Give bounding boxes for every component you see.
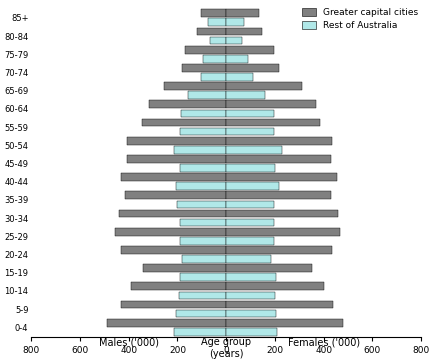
Bar — [201, 9, 226, 17]
Bar — [119, 209, 226, 217]
Bar — [226, 164, 275, 172]
Bar — [226, 19, 244, 26]
Bar — [226, 128, 274, 135]
Bar — [174, 146, 226, 154]
Bar — [226, 110, 274, 117]
Bar — [180, 237, 226, 245]
Bar — [226, 246, 332, 254]
Bar — [115, 228, 226, 236]
Bar — [180, 219, 226, 227]
Bar — [188, 91, 226, 99]
Bar — [226, 64, 279, 72]
Bar — [226, 155, 331, 163]
Bar — [226, 9, 259, 17]
Bar — [176, 310, 226, 317]
Bar — [226, 137, 332, 144]
Bar — [180, 273, 226, 281]
Bar — [201, 73, 226, 81]
Bar — [179, 291, 226, 299]
Bar — [180, 164, 226, 172]
Bar — [174, 328, 226, 336]
Bar — [107, 319, 226, 327]
Bar — [226, 37, 242, 44]
Bar — [226, 146, 282, 154]
Bar — [226, 301, 333, 308]
Bar — [226, 228, 339, 236]
Bar — [226, 46, 274, 53]
Bar — [176, 182, 226, 190]
Text: Age group
(years): Age group (years) — [201, 337, 251, 359]
Text: Males ('000): Males ('000) — [99, 337, 159, 347]
Bar — [182, 255, 226, 263]
Bar — [226, 82, 302, 90]
Bar — [226, 173, 337, 181]
Bar — [226, 219, 274, 227]
Bar — [226, 237, 274, 245]
Bar — [226, 101, 316, 108]
Bar — [122, 173, 226, 181]
Bar — [180, 128, 226, 135]
Legend: Greater capital cities, Rest of Australia: Greater capital cities, Rest of Australi… — [299, 5, 421, 33]
Bar — [226, 255, 271, 263]
Bar — [197, 28, 226, 35]
Bar — [142, 119, 226, 126]
Bar — [226, 182, 279, 190]
Bar — [131, 282, 226, 290]
Bar — [226, 200, 274, 208]
Bar — [178, 200, 226, 208]
Bar — [226, 55, 248, 63]
Bar — [226, 91, 265, 99]
Text: Females ('000): Females ('000) — [288, 337, 360, 347]
Bar — [226, 282, 324, 290]
Bar — [226, 319, 343, 327]
Bar — [182, 64, 226, 72]
Bar — [203, 55, 226, 63]
Bar — [226, 191, 331, 199]
Bar — [210, 37, 226, 44]
Bar — [208, 19, 226, 26]
Bar — [128, 155, 226, 163]
Bar — [122, 301, 226, 308]
Bar — [226, 209, 339, 217]
Bar — [226, 310, 276, 317]
Bar — [226, 28, 262, 35]
Bar — [185, 46, 226, 53]
Bar — [226, 291, 275, 299]
Bar — [164, 82, 226, 90]
Bar — [226, 273, 276, 281]
Bar — [226, 264, 312, 272]
Bar — [226, 73, 253, 81]
Bar — [125, 191, 226, 199]
Bar — [226, 328, 277, 336]
Bar — [149, 101, 226, 108]
Bar — [122, 246, 226, 254]
Bar — [128, 137, 226, 144]
Bar — [226, 119, 320, 126]
Bar — [181, 110, 226, 117]
Bar — [143, 264, 226, 272]
